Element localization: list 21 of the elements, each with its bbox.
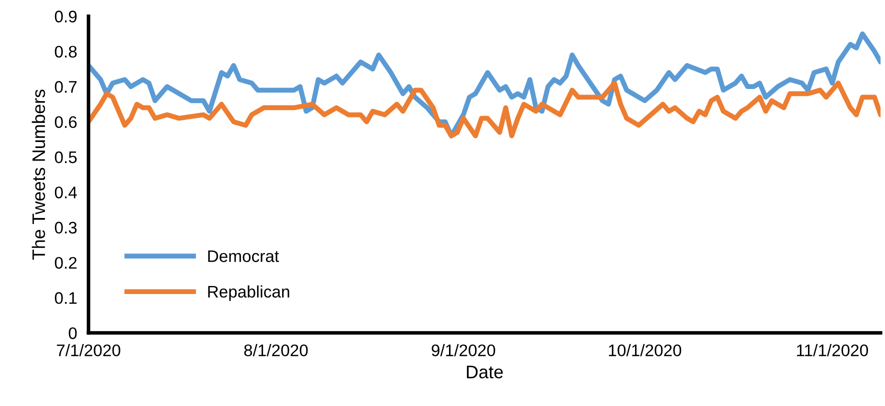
y-tick-label: 0.4 [54,186,77,198]
y-tick-label: 0 [68,327,77,340]
y-tick-label: 0.5 [54,151,77,164]
legend-label: Democrat [208,250,279,262]
legend-label: Repablican [208,285,290,301]
y-tick-label: 0.1 [54,292,77,304]
y-axis-title: The Tweets Numbers [32,90,46,260]
y-tick-label: 0.9 [54,10,77,22]
x-tick-label: 9/1/2020 [432,344,496,356]
line-series [88,80,881,138]
x-tick-label: 11/1/2020 [797,344,868,356]
x-axis-title: Date [466,366,503,378]
x-tick-label: 10/1/2020 [608,344,682,356]
line-series [88,31,881,138]
y-tick-label: 0.6 [54,116,77,128]
y-tick-label: 0.2 [54,256,77,269]
y-tick-label: 0.3 [54,222,77,234]
y-tick-label: 0.8 [54,46,77,58]
x-tick-label: 7/1/2020 [56,344,120,356]
x-tick-label: 8/1/2020 [244,344,308,356]
y-tick-label: 0.7 [54,81,77,93]
